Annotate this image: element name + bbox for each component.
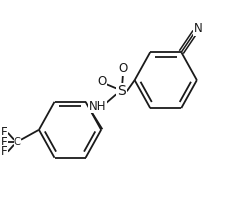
Text: O: O (98, 75, 107, 88)
Text: F: F (1, 136, 8, 149)
Text: S: S (117, 84, 126, 98)
Text: O: O (118, 62, 127, 75)
Text: F: F (1, 145, 8, 158)
Text: F: F (1, 126, 8, 139)
Text: C: C (14, 137, 21, 147)
Text: NH: NH (89, 100, 106, 113)
Text: N: N (193, 22, 202, 35)
